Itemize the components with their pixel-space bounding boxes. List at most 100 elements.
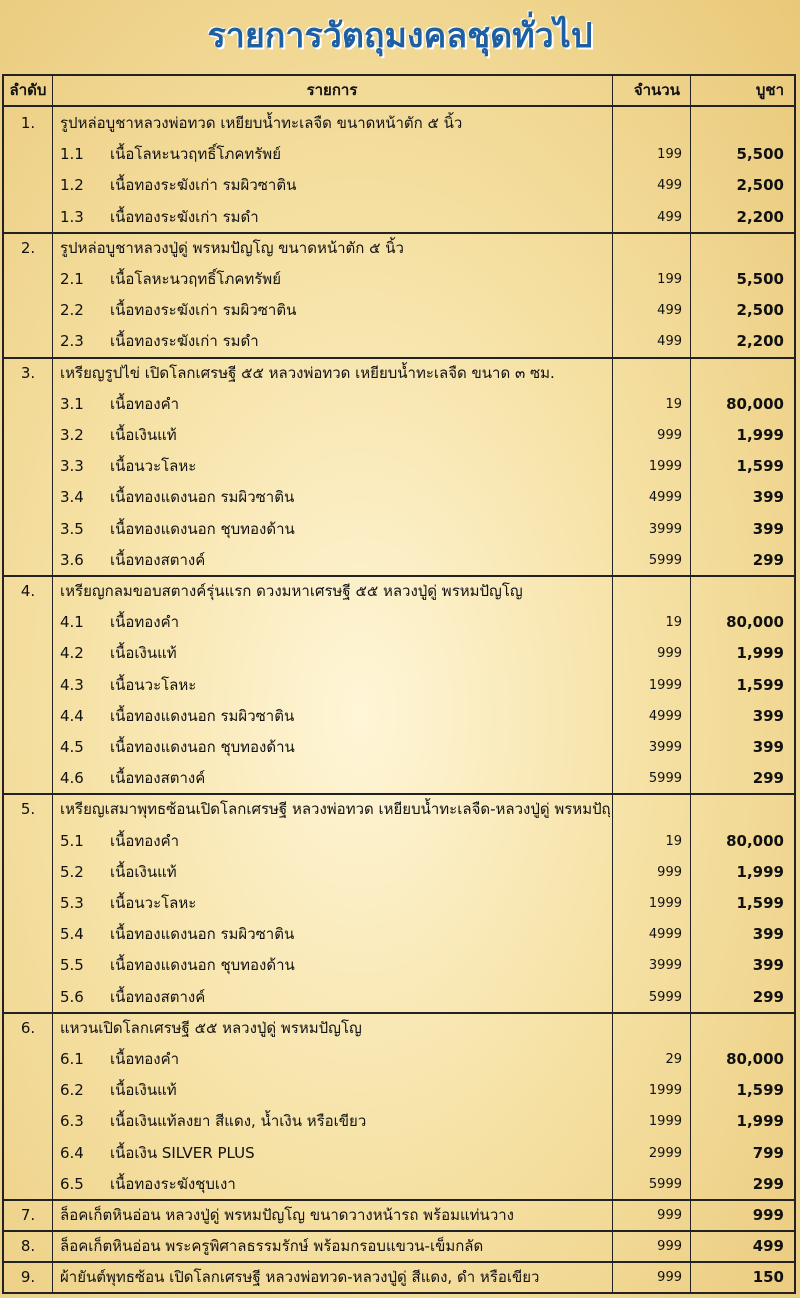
group-line	[4, 1230, 794, 1233]
price: 5,500	[736, 270, 784, 288]
price: 1,999	[736, 862, 784, 881]
quantity: 5999	[648, 771, 682, 787]
group-line	[4, 793, 794, 796]
item-name: เนื้อทองแดงนอก รมผิวซาติน	[110, 488, 295, 507]
row-number: 4.2	[60, 644, 84, 663]
quantity: 199	[657, 147, 682, 163]
price: 2,500	[736, 176, 784, 195]
quantity: 999	[657, 864, 682, 880]
row-number: 5.5	[60, 956, 84, 975]
quantity: 499	[657, 303, 682, 319]
price: 299	[752, 987, 784, 1006]
quantity: 1999	[648, 896, 682, 911]
header-cell: รายการ	[306, 81, 358, 99]
price: 299	[752, 550, 784, 569]
item-name: เนื้อทองแดงนอก ชุบทองด้าน	[110, 738, 295, 756]
row-number: 9.	[20, 1268, 36, 1287]
item-name: เนื้อทองสตางค์	[110, 987, 206, 1006]
page-title: รายการวัตถุมงคลชุดทั่วไป	[207, 16, 593, 56]
item-name: เหรียญเสมาพุทธซ้อนเปิดโลกเศรษฐี หลวงพ่อท…	[60, 800, 610, 819]
quantity: 999	[657, 428, 682, 443]
quantity: 4999	[648, 927, 682, 943]
row-number: 4.3	[60, 675, 84, 694]
item-name: เนื้อทองคำ	[110, 394, 180, 413]
row-number: 5.	[20, 800, 36, 819]
item-name: เหรียญรูปไข่ เปิดโลกเศรษฐี ๕๕ หลวงพ่อทวด…	[60, 363, 555, 382]
row-number: 2.2	[60, 301, 84, 320]
row-number: 6.1	[60, 1050, 84, 1068]
price: 2,500	[736, 301, 784, 320]
item-name: เนื้อเงินแท้	[110, 644, 177, 663]
item-name: เนื้อโลหะนวฤทธิ์โภคทรัพย์	[110, 145, 281, 164]
row-number: 1.2	[60, 176, 84, 195]
quantity: 19	[665, 615, 682, 631]
price: 399	[752, 519, 784, 538]
row-number: 5.6	[60, 987, 84, 1006]
item-name: ล็อคเก็ตหินอ่อน หลวงปู่ดู่ พรหมปัญโญ ขนา…	[60, 1206, 514, 1224]
item-name: เนื้อทองแดงนอก ชุบทองด้าน	[110, 519, 295, 538]
item-name: เนื้อนวะโลหะ	[110, 894, 197, 912]
row-number: 3.5	[60, 519, 84, 538]
row-number: 6.	[20, 1018, 36, 1037]
quantity: 2999	[648, 1145, 682, 1161]
price: 1,999	[736, 426, 784, 444]
item-name: เนื้อเงินแท้	[110, 1081, 177, 1100]
quantity: 1999	[648, 459, 682, 475]
item-name: เนื้อโลหะนวฤทธิ์โภคทรัพย์	[110, 270, 281, 288]
price: 999	[752, 1206, 784, 1224]
row-number: 5.2	[60, 862, 84, 881]
price: 499	[752, 1237, 784, 1256]
item-name: เนื้อทองคำ	[110, 1050, 180, 1068]
item-name: เนื้อเงินแท้ลงยา สีแดง, น้ำเงิน หรือเขีย…	[110, 1112, 367, 1131]
item-name: เนื้อเงินแท้	[110, 426, 177, 444]
row-number: 5.1	[60, 831, 84, 850]
price: 150	[752, 1268, 784, 1287]
price: 299	[752, 1174, 784, 1193]
price: 399	[752, 925, 784, 944]
price: 80,000	[726, 394, 784, 413]
group-line	[4, 1199, 794, 1201]
column-line	[52, 76, 53, 1292]
item-name: เนื้อทองแดงนอก ชุบทองด้าน	[110, 956, 295, 975]
quantity: 1999	[648, 677, 682, 693]
quantity: 999	[657, 1270, 682, 1286]
quantity: 19	[665, 396, 682, 412]
row-number: 3.	[20, 363, 36, 382]
quantity: 999	[657, 1208, 682, 1223]
price: 1,999	[736, 644, 784, 663]
row-number: 2.	[20, 238, 36, 257]
row-number: 2.3	[60, 332, 84, 351]
header-cell: จำนวน	[633, 81, 680, 99]
column-line	[690, 76, 691, 1292]
quantity: 3999	[648, 740, 682, 755]
row-number: 6.4	[60, 1143, 84, 1162]
price: 2,200	[736, 207, 784, 226]
row-number: 4.5	[60, 738, 84, 756]
price: 80,000	[726, 1050, 784, 1068]
price: 1,599	[736, 894, 784, 912]
row-number: 3.3	[60, 457, 84, 476]
row-number: 5.3	[60, 894, 84, 912]
price: 799	[752, 1143, 784, 1162]
header-line	[4, 105, 794, 107]
price: 1,999	[736, 1112, 784, 1131]
item-name: แหวนเปิดโลกเศรษฐี ๕๕ หลวงปู่ดู่ พรหมปัญโ…	[60, 1018, 362, 1037]
quantity: 4999	[648, 708, 682, 724]
price: 1,599	[736, 675, 784, 694]
item-name: รูปหล่อบูชาหลวงปู่ดู่ พรหมปัญโญ ขนาดหน้า…	[60, 238, 404, 257]
row-number: 4.	[20, 582, 36, 600]
quantity: 499	[657, 209, 682, 225]
row-number: 8.	[20, 1237, 36, 1256]
row-number: 1.3	[60, 207, 84, 226]
item-name: เนื้อทองคำ	[110, 831, 180, 850]
row-number: 7.	[20, 1206, 36, 1224]
item-name: เนื้อทองระฆังเก่า รมผิวซาติน	[110, 176, 297, 195]
quantity: 1999	[648, 1083, 682, 1099]
row-number: 5.4	[60, 925, 84, 944]
price: 399	[752, 706, 784, 725]
price: 1,599	[736, 1081, 784, 1100]
item-name: เนื้อทองแดงนอก รมผิวซาติน	[110, 925, 295, 944]
row-number: 1.1	[60, 145, 84, 164]
group-line	[4, 356, 794, 359]
